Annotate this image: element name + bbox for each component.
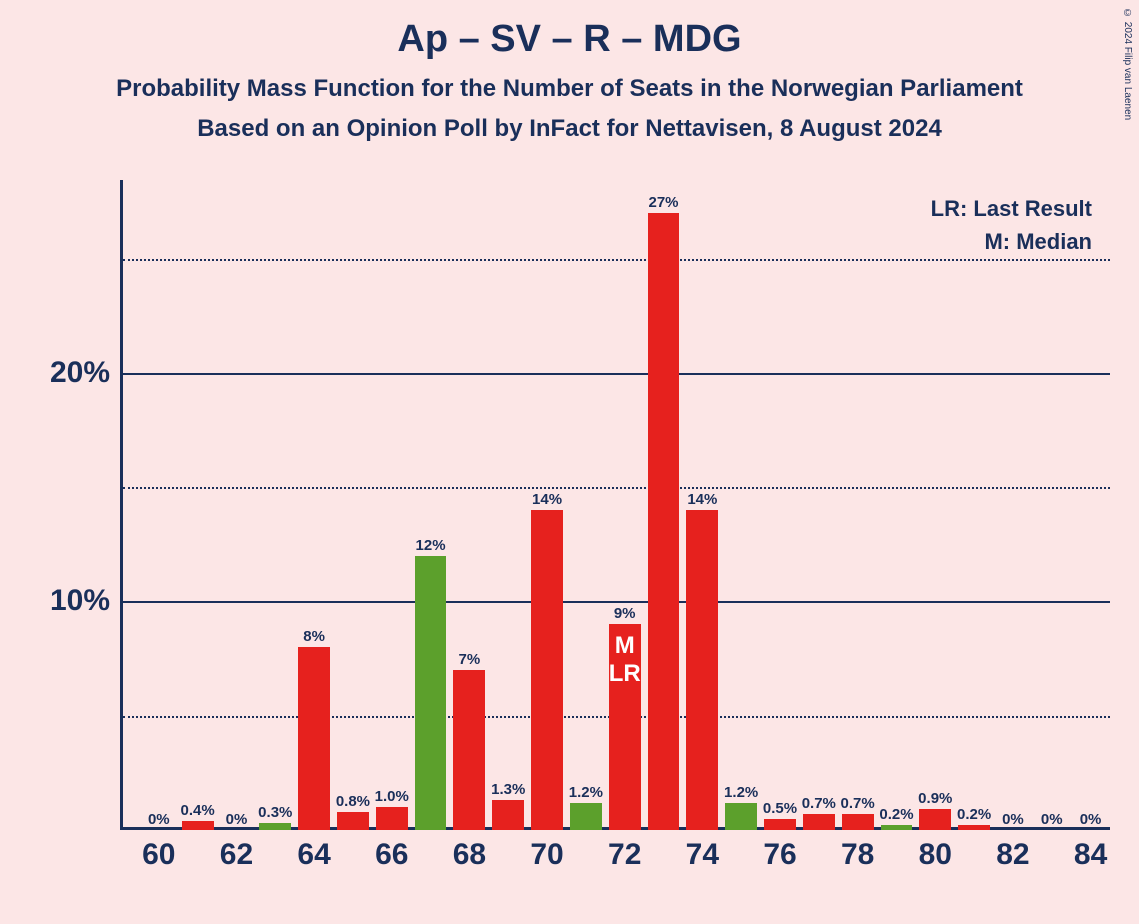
bar-value-label: 0% bbox=[1080, 811, 1102, 830]
bar: 8% bbox=[298, 647, 330, 830]
y-tick-label: 10% bbox=[50, 584, 120, 618]
x-tick-label: 68 bbox=[453, 830, 486, 872]
bar-inner-label: M bbox=[615, 632, 635, 660]
x-tick-label: 62 bbox=[220, 830, 253, 872]
bar: 14% bbox=[531, 510, 563, 830]
bar: 1.2% bbox=[725, 803, 757, 830]
bar: 0.7% bbox=[842, 814, 874, 830]
bar-value-label: 9% bbox=[614, 605, 636, 624]
bar: 1.0% bbox=[376, 807, 408, 830]
bar-value-label: 7% bbox=[459, 651, 481, 670]
bar: 1.2% bbox=[570, 803, 602, 830]
x-tick-label: 60 bbox=[142, 830, 175, 872]
bar: 0.9% bbox=[919, 809, 951, 830]
bar-value-label: 8% bbox=[303, 628, 325, 647]
bar-value-label: 1.3% bbox=[491, 781, 525, 800]
x-tick-label: 76 bbox=[763, 830, 796, 872]
bar-value-label: 0.9% bbox=[918, 790, 952, 809]
x-tick-label: 80 bbox=[919, 830, 952, 872]
bar: 1.3% bbox=[492, 800, 524, 830]
bar-value-label: 0.7% bbox=[802, 795, 836, 814]
bar-value-label: 0% bbox=[226, 811, 248, 830]
bar: 0.3% bbox=[259, 823, 291, 830]
legend-m: M: Median bbox=[931, 225, 1092, 258]
legend-lr: LR: Last Result bbox=[931, 192, 1092, 225]
bar-value-label: 1.0% bbox=[375, 788, 409, 807]
bar: 7% bbox=[453, 670, 485, 830]
bar-value-label: 12% bbox=[416, 537, 446, 556]
chart-subtitle-1: Probability Mass Function for the Number… bbox=[0, 61, 1139, 103]
x-tick-label: 72 bbox=[608, 830, 641, 872]
bar-value-label: 0.5% bbox=[763, 800, 797, 819]
bar-value-label: 0.7% bbox=[841, 795, 875, 814]
bar-value-label: 0% bbox=[148, 811, 170, 830]
bar-value-label: 1.2% bbox=[724, 784, 758, 803]
bar: 0.5% bbox=[764, 819, 796, 830]
x-tick-label: 66 bbox=[375, 830, 408, 872]
bar: 0.7% bbox=[803, 814, 835, 830]
bar-value-label: 0.4% bbox=[181, 802, 215, 821]
bar-inner-label: LR bbox=[609, 660, 641, 688]
x-tick-label: 84 bbox=[1074, 830, 1107, 872]
bar-value-label: 14% bbox=[532, 491, 562, 510]
gridline bbox=[123, 259, 1110, 261]
gridline bbox=[123, 601, 1110, 603]
bar-value-label: 14% bbox=[687, 491, 717, 510]
x-tick-label: 78 bbox=[841, 830, 874, 872]
bar: 27% bbox=[648, 213, 680, 830]
bar: 12% bbox=[415, 556, 447, 830]
x-tick-label: 64 bbox=[297, 830, 330, 872]
y-axis bbox=[120, 180, 123, 830]
gridline bbox=[123, 487, 1110, 489]
bar: 0.2% bbox=[958, 825, 990, 830]
bar: 9%MLR bbox=[609, 624, 641, 830]
x-tick-label: 70 bbox=[530, 830, 563, 872]
legend: LR: Last ResultM: Median bbox=[931, 192, 1092, 258]
bar-value-label: 0.2% bbox=[957, 806, 991, 825]
x-tick-label: 82 bbox=[996, 830, 1029, 872]
bar: 0.4% bbox=[182, 821, 214, 830]
bar-value-label: 0% bbox=[1002, 811, 1024, 830]
y-tick-label: 20% bbox=[50, 356, 120, 390]
chart-title: Ap – SV – R – MDG bbox=[0, 0, 1139, 61]
bar: 0.2% bbox=[881, 825, 913, 830]
chart-subtitle-2: Based on an Opinion Poll by InFact for N… bbox=[0, 103, 1139, 143]
bar-value-label: 0.8% bbox=[336, 793, 370, 812]
bar: 14% bbox=[686, 510, 718, 830]
gridline bbox=[123, 373, 1110, 375]
bar-value-label: 27% bbox=[649, 194, 679, 213]
bar-value-label: 0.2% bbox=[879, 806, 913, 825]
bar-value-label: 0% bbox=[1041, 811, 1063, 830]
chart-plot-area: 10%20%606264666870727476788082840%0.4%0%… bbox=[120, 190, 1110, 830]
bar: 0.8% bbox=[337, 812, 369, 830]
bar-value-label: 1.2% bbox=[569, 784, 603, 803]
bar-value-label: 0.3% bbox=[258, 804, 292, 823]
x-tick-label: 74 bbox=[686, 830, 719, 872]
copyright-text: © 2024 Filip van Laenen bbox=[1122, 8, 1133, 120]
